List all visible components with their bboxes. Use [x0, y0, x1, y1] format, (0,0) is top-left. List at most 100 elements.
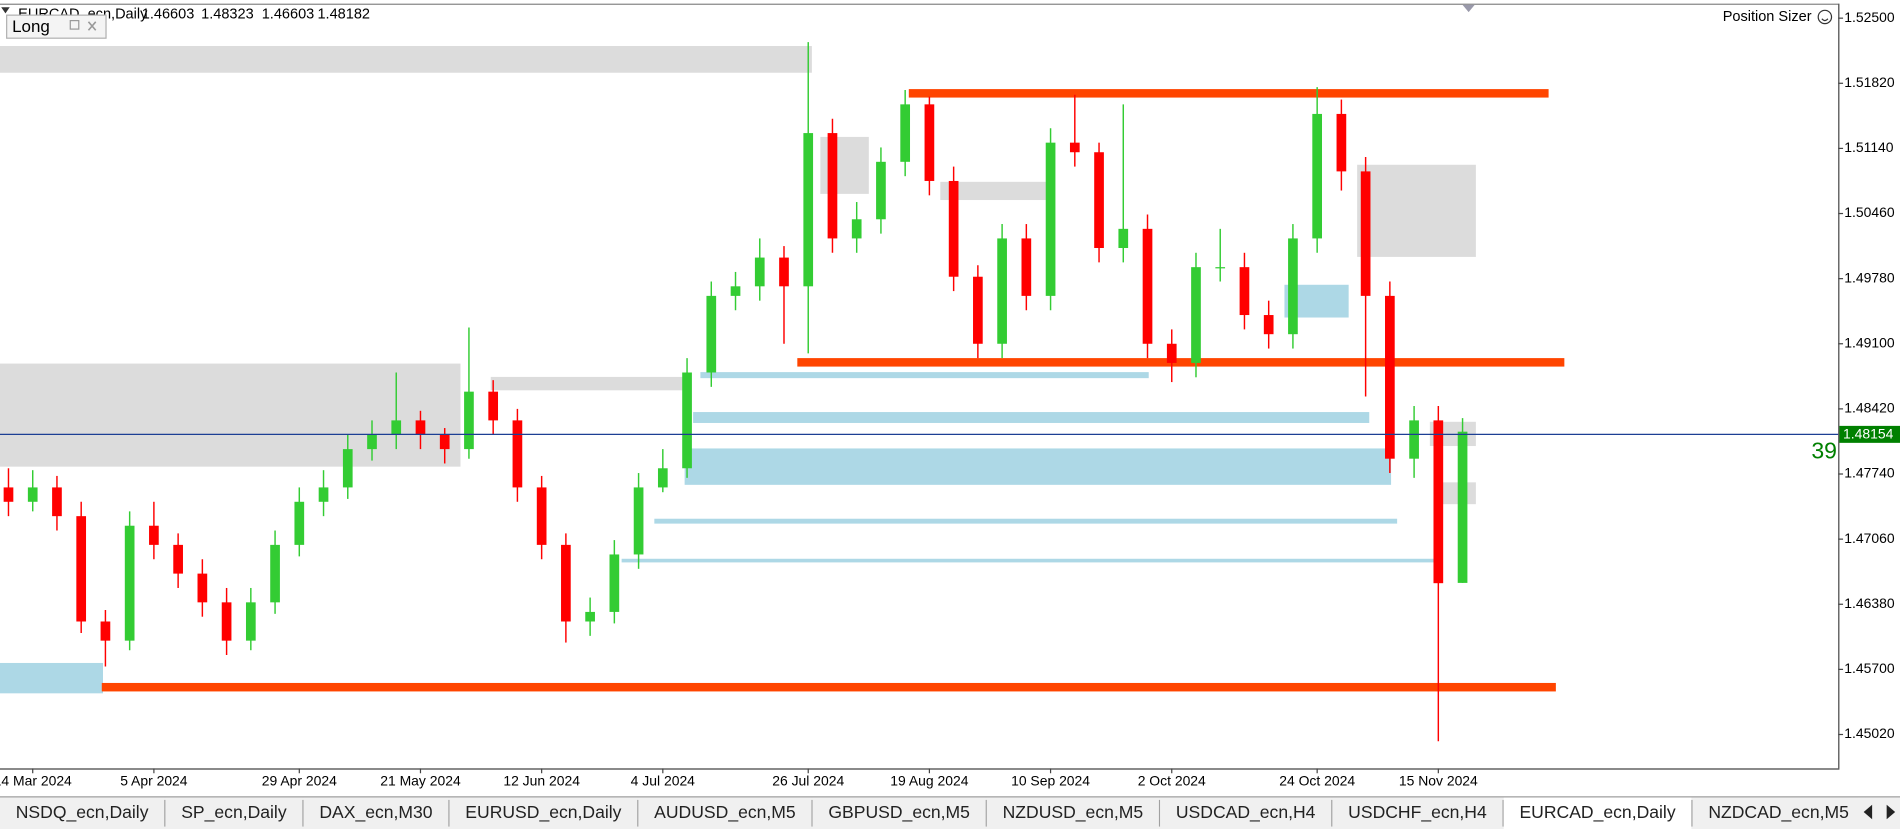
- candle-body: [973, 276, 983, 344]
- candle-body: [1263, 315, 1274, 335]
- tab[interactable]: [0, 797, 165, 829]
- zone: [1357, 164, 1476, 257]
- y-tick-label: 1.49100: [1844, 334, 1895, 350]
- candle-body: [1069, 142, 1080, 153]
- zone: [621, 558, 1436, 563]
- tab-label[interactable]: USDCHF_ecn,H4: [1348, 802, 1487, 823]
- tab[interactable]: [812, 797, 986, 829]
- candle-body: [1021, 238, 1032, 296]
- tab-label[interactable]: GBPUSD_ecn,M5: [828, 802, 970, 823]
- candle-body: [730, 286, 741, 296]
- candle-body: [1142, 228, 1153, 344]
- candle-body: [633, 487, 644, 555]
- x-tick-label: 12 Jun 2024: [503, 772, 580, 788]
- y-tick-label: 1.45020: [1844, 725, 1895, 741]
- candle-body: [270, 544, 280, 603]
- candle-body: [439, 434, 450, 450]
- close-icon[interactable]: [87, 21, 97, 31]
- candle-body: [779, 257, 789, 287]
- x-tick-label: 2 Oct 2024: [1138, 772, 1206, 788]
- tab[interactable]: [1503, 797, 1692, 829]
- long-button[interactable]: [6, 14, 107, 39]
- candle-body: [1457, 431, 1468, 583]
- tab-label[interactable]: NZDCAD_ecn,M5: [1708, 802, 1849, 823]
- tab-scroll-right[interactable]: [1886, 804, 1896, 820]
- tab[interactable]: [165, 797, 303, 829]
- level-line: [101, 682, 1556, 692]
- tab-bar: NSDQ_ecn,Daily SP_ecn,Daily DAX_ecn,M30 EUR…: [0, 796, 1900, 829]
- zone: [820, 136, 869, 194]
- y-tick-label: 1.51140: [1844, 139, 1894, 155]
- candle-body: [76, 516, 87, 622]
- candle-body: [1166, 343, 1177, 363]
- candle-body: [585, 611, 595, 622]
- panel-icon[interactable]: [1817, 9, 1833, 25]
- x-tick-label: 15 Nov 2024: [1399, 772, 1478, 788]
- tab-label[interactable]: EURCAD_ecn,Daily: [1519, 802, 1675, 823]
- y-tick-label: 1.51820: [1844, 74, 1895, 90]
- x-tick-label: 29 Apr 2024: [262, 772, 337, 788]
- tab[interactable]: [1332, 797, 1503, 829]
- y-tick-label: 1.48420: [1844, 400, 1895, 416]
- tab-label[interactable]: USDCAD_ecn,H4: [1176, 802, 1316, 823]
- x-tick-label: 19 Aug 2024: [890, 772, 968, 788]
- tab[interactable]: [1692, 797, 1865, 829]
- y-tick-label: 1.45700: [1844, 660, 1895, 676]
- zone: [490, 376, 685, 391]
- tab[interactable]: [303, 797, 449, 829]
- y-tick-label: 1.50460: [1844, 204, 1895, 220]
- candle-body: [948, 180, 959, 277]
- tab-label[interactable]: AUDUSD_ecn,M5: [654, 802, 796, 823]
- candle-body: [997, 238, 1007, 344]
- candle-body: [900, 104, 911, 162]
- zone: [0, 662, 103, 694]
- y-tick-label: 1.47740: [1844, 465, 1895, 481]
- ohlc-close: 1.48182: [317, 6, 370, 22]
- x-tick-label: 24 Oct 2024: [1279, 772, 1355, 788]
- x-tick-label: 26 Jul 2024: [772, 772, 844, 788]
- candle-body: [391, 420, 402, 435]
- tab[interactable]: [1160, 797, 1332, 829]
- candle-body: [1288, 238, 1298, 335]
- current-price-box: [1839, 425, 1900, 443]
- candle-body: [342, 449, 353, 488]
- zone: [684, 448, 1392, 485]
- candle-body: [124, 525, 135, 641]
- tab[interactable]: [638, 797, 812, 829]
- candle-body: [851, 219, 862, 239]
- candle-body: [609, 554, 620, 612]
- x-tick-label: 5 Apr 2024: [120, 772, 188, 788]
- candle-body: [876, 161, 886, 220]
- restore-icon[interactable]: [69, 19, 80, 30]
- x-tick-label: 21 May 2024: [380, 772, 461, 788]
- tab[interactable]: [986, 797, 1159, 829]
- menu-arrow[interactable]: [1, 7, 10, 14]
- ohlc-low: 1.46603: [262, 6, 315, 22]
- long-label[interactable]: Long: [12, 17, 50, 36]
- zone: [693, 412, 1370, 423]
- tab-scroll-left[interactable]: [1863, 804, 1873, 820]
- candle-body: [3, 487, 14, 502]
- candle-body: [197, 573, 208, 603]
- tab-label[interactable]: NZDUSD_ecn,M5: [1003, 802, 1144, 823]
- plot-area: [0, 42, 1839, 774]
- x-tick-label: 10 Sep 2024: [1011, 772, 1090, 788]
- countdown: 39: [1811, 438, 1837, 464]
- y-tick-label: 1.46380: [1844, 595, 1895, 611]
- tab[interactable]: [449, 797, 638, 829]
- zone: [0, 363, 461, 467]
- tab-label[interactable]: EURUSD_ecn,Daily: [465, 802, 621, 823]
- candle-body: [100, 621, 111, 641]
- candle-body: [1191, 267, 1201, 363]
- panel-label[interactable]: Position Sizer: [1723, 9, 1812, 25]
- panel-icon-smile: [1821, 18, 1829, 22]
- candle-body: [367, 434, 377, 450]
- candle-body: [1094, 152, 1104, 249]
- level-line: [908, 89, 1549, 98]
- current-price-label: 1.48154: [1843, 426, 1894, 442]
- tab-label[interactable]: DAX_ecn,M30: [319, 802, 432, 823]
- tab-label[interactable]: NSDQ_ecn,Daily: [16, 802, 149, 823]
- tab-label[interactable]: SP_ecn,Daily: [181, 802, 287, 823]
